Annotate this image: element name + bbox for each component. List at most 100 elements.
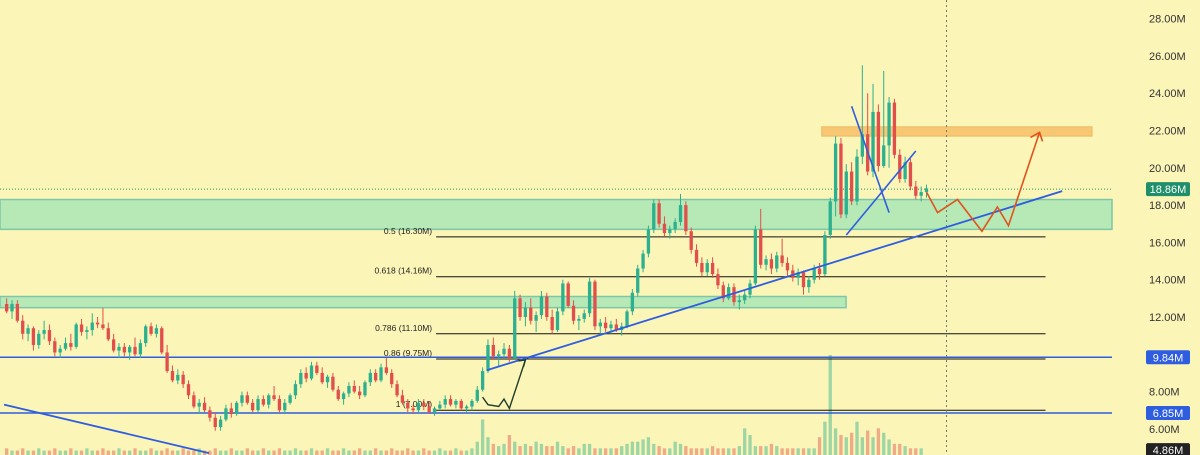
candle-body (882, 145, 886, 166)
candle-body (705, 262, 709, 273)
candle-body (283, 402, 287, 411)
target-zone (821, 126, 1093, 137)
volume-bar (571, 446, 576, 455)
candle-body (855, 156, 859, 202)
candle-body (331, 376, 335, 390)
volume-bar (53, 448, 57, 455)
volume-bar (903, 446, 907, 455)
volume-bar (352, 450, 356, 455)
candle-body (176, 374, 180, 381)
y-tick-label: 28.00M (1149, 14, 1186, 26)
volume-bar (876, 428, 881, 455)
pattern-path (482, 359, 527, 411)
candle-body (422, 402, 426, 407)
volume-bar (497, 446, 501, 455)
candle-body (898, 154, 902, 180)
candle-body (165, 352, 169, 372)
candle-body (341, 393, 346, 400)
candle-body (759, 229, 763, 265)
candle-body (710, 262, 715, 275)
candle-body (202, 402, 207, 411)
volume-bar (10, 450, 14, 455)
volume-bar (694, 448, 699, 455)
fibonacci-levels: 0.5 (16.30M) 0.618 (14.16M) 0.786 (11.10M)… (374, 226, 1046, 411)
pennant-upper-line (850, 106, 890, 213)
candle-body (229, 408, 233, 414)
candle-body (614, 324, 618, 331)
volume-bar (379, 450, 383, 455)
candle-body (26, 328, 30, 334)
candle-body (315, 365, 319, 373)
y-tick-label: 16.00M (1149, 237, 1186, 249)
candle-body (539, 296, 544, 316)
volume-bar (160, 450, 164, 455)
volume-bar (336, 450, 340, 455)
y-tick-label: 12.00M (1149, 312, 1186, 324)
candle-body (432, 408, 437, 413)
volume-bar (432, 450, 437, 455)
volume-bar (69, 448, 73, 455)
y-tick-label: 24.00M (1149, 88, 1186, 100)
volume-bar (914, 448, 918, 455)
volume-bar (898, 443, 902, 455)
volume-bar (149, 448, 153, 455)
support-zone (0, 295, 847, 309)
candle-body (384, 367, 389, 373)
candle-body (208, 410, 212, 418)
candle-body (513, 298, 517, 359)
volume-bar (759, 446, 763, 455)
candle-body (662, 223, 667, 234)
candle-body (63, 343, 68, 349)
candle-body (277, 399, 282, 411)
candle-body (411, 408, 415, 411)
candle-body (309, 365, 314, 379)
candle-body (122, 346, 126, 353)
volume-bar (582, 443, 586, 455)
volume-bar (251, 450, 255, 455)
candle-body (117, 346, 121, 351)
volume-bar (646, 437, 651, 455)
volume-bar (31, 450, 36, 455)
candle-body (529, 307, 533, 321)
volume-bar (427, 450, 431, 455)
y-tick-label: 20.00M (1149, 163, 1186, 175)
volume-bar (341, 448, 346, 455)
candle-body (240, 395, 244, 403)
candle-body (79, 324, 84, 332)
candle-body (764, 259, 768, 265)
volume-bar (539, 443, 544, 455)
price-tag (1146, 350, 1190, 365)
candle-body (443, 399, 447, 405)
candle-body (197, 402, 201, 407)
volume-bar (614, 448, 618, 455)
volume-bar (267, 450, 271, 455)
volume-bar (796, 448, 800, 455)
volume-bar (74, 450, 78, 455)
candle-body (587, 281, 592, 314)
volume-bar (684, 446, 688, 455)
candle-body (454, 400, 458, 405)
candle-body (10, 303, 14, 312)
candle-body (807, 279, 811, 288)
candle-body (641, 253, 645, 269)
candle-body (550, 317, 554, 331)
price-axis: 28.00M 26.00M 24.00M 22.00M 20.00M 18.00M 16.0… (1146, 14, 1190, 455)
candle-body (636, 268, 640, 293)
volume-bar (657, 446, 661, 455)
volume-bar (828, 355, 832, 455)
volume-bar (165, 448, 169, 455)
volume-bar (908, 448, 913, 455)
volume-bar (812, 448, 816, 455)
volume-bar (309, 448, 314, 455)
candle-body (743, 294, 747, 301)
volume-bar (368, 450, 372, 455)
candle-body (90, 322, 94, 331)
volume-bar (293, 448, 298, 455)
candle-body (427, 406, 431, 413)
candle-body (577, 318, 581, 321)
volume-bar (775, 446, 779, 455)
volume-bar (395, 450, 399, 455)
volume-bar (486, 437, 490, 455)
